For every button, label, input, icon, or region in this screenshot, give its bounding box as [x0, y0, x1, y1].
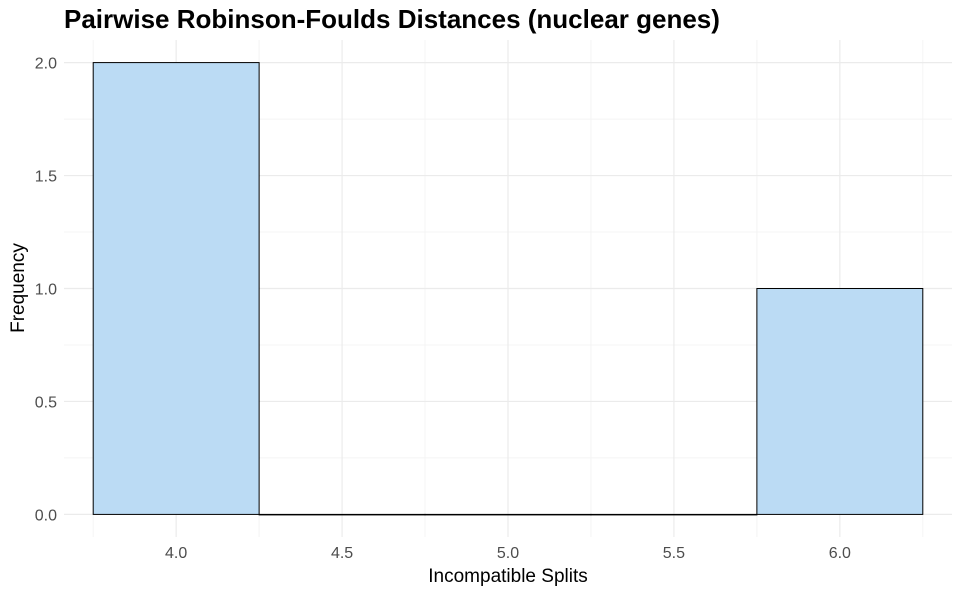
chart-title: Pairwise Robinson-Foulds Distances (nucl… [64, 4, 720, 34]
x-tick-label: 5.0 [497, 545, 519, 562]
y-tick-label: 1.0 [35, 282, 57, 299]
x-axis-title: Incompatible Splits [428, 566, 587, 587]
histogram-bar [756, 288, 924, 515]
y-tick-label: 0.5 [35, 394, 57, 411]
x-tick-label: 6.0 [829, 545, 851, 562]
y-axis-title: Frequency [8, 243, 29, 333]
x-tick-labels: 4.0 4.5 5.0 5.5 6.0 [165, 545, 851, 562]
y-tick-label: 0.0 [35, 507, 57, 524]
y-tick-label: 1.5 [35, 169, 57, 186]
histogram-bar [258, 513, 426, 516]
x-tick-label: 4.0 [165, 545, 187, 562]
histogram-bar [92, 62, 260, 515]
histogram-bar [590, 513, 758, 516]
histogram-bar [424, 513, 592, 516]
x-tick-label: 4.5 [331, 545, 353, 562]
bars-layer [92, 62, 924, 516]
y-tick-label: 2.0 [35, 56, 57, 73]
x-tick-label: 5.5 [663, 545, 685, 562]
y-tick-labels: 0.0 0.5 1.0 1.5 2.0 [35, 56, 57, 525]
